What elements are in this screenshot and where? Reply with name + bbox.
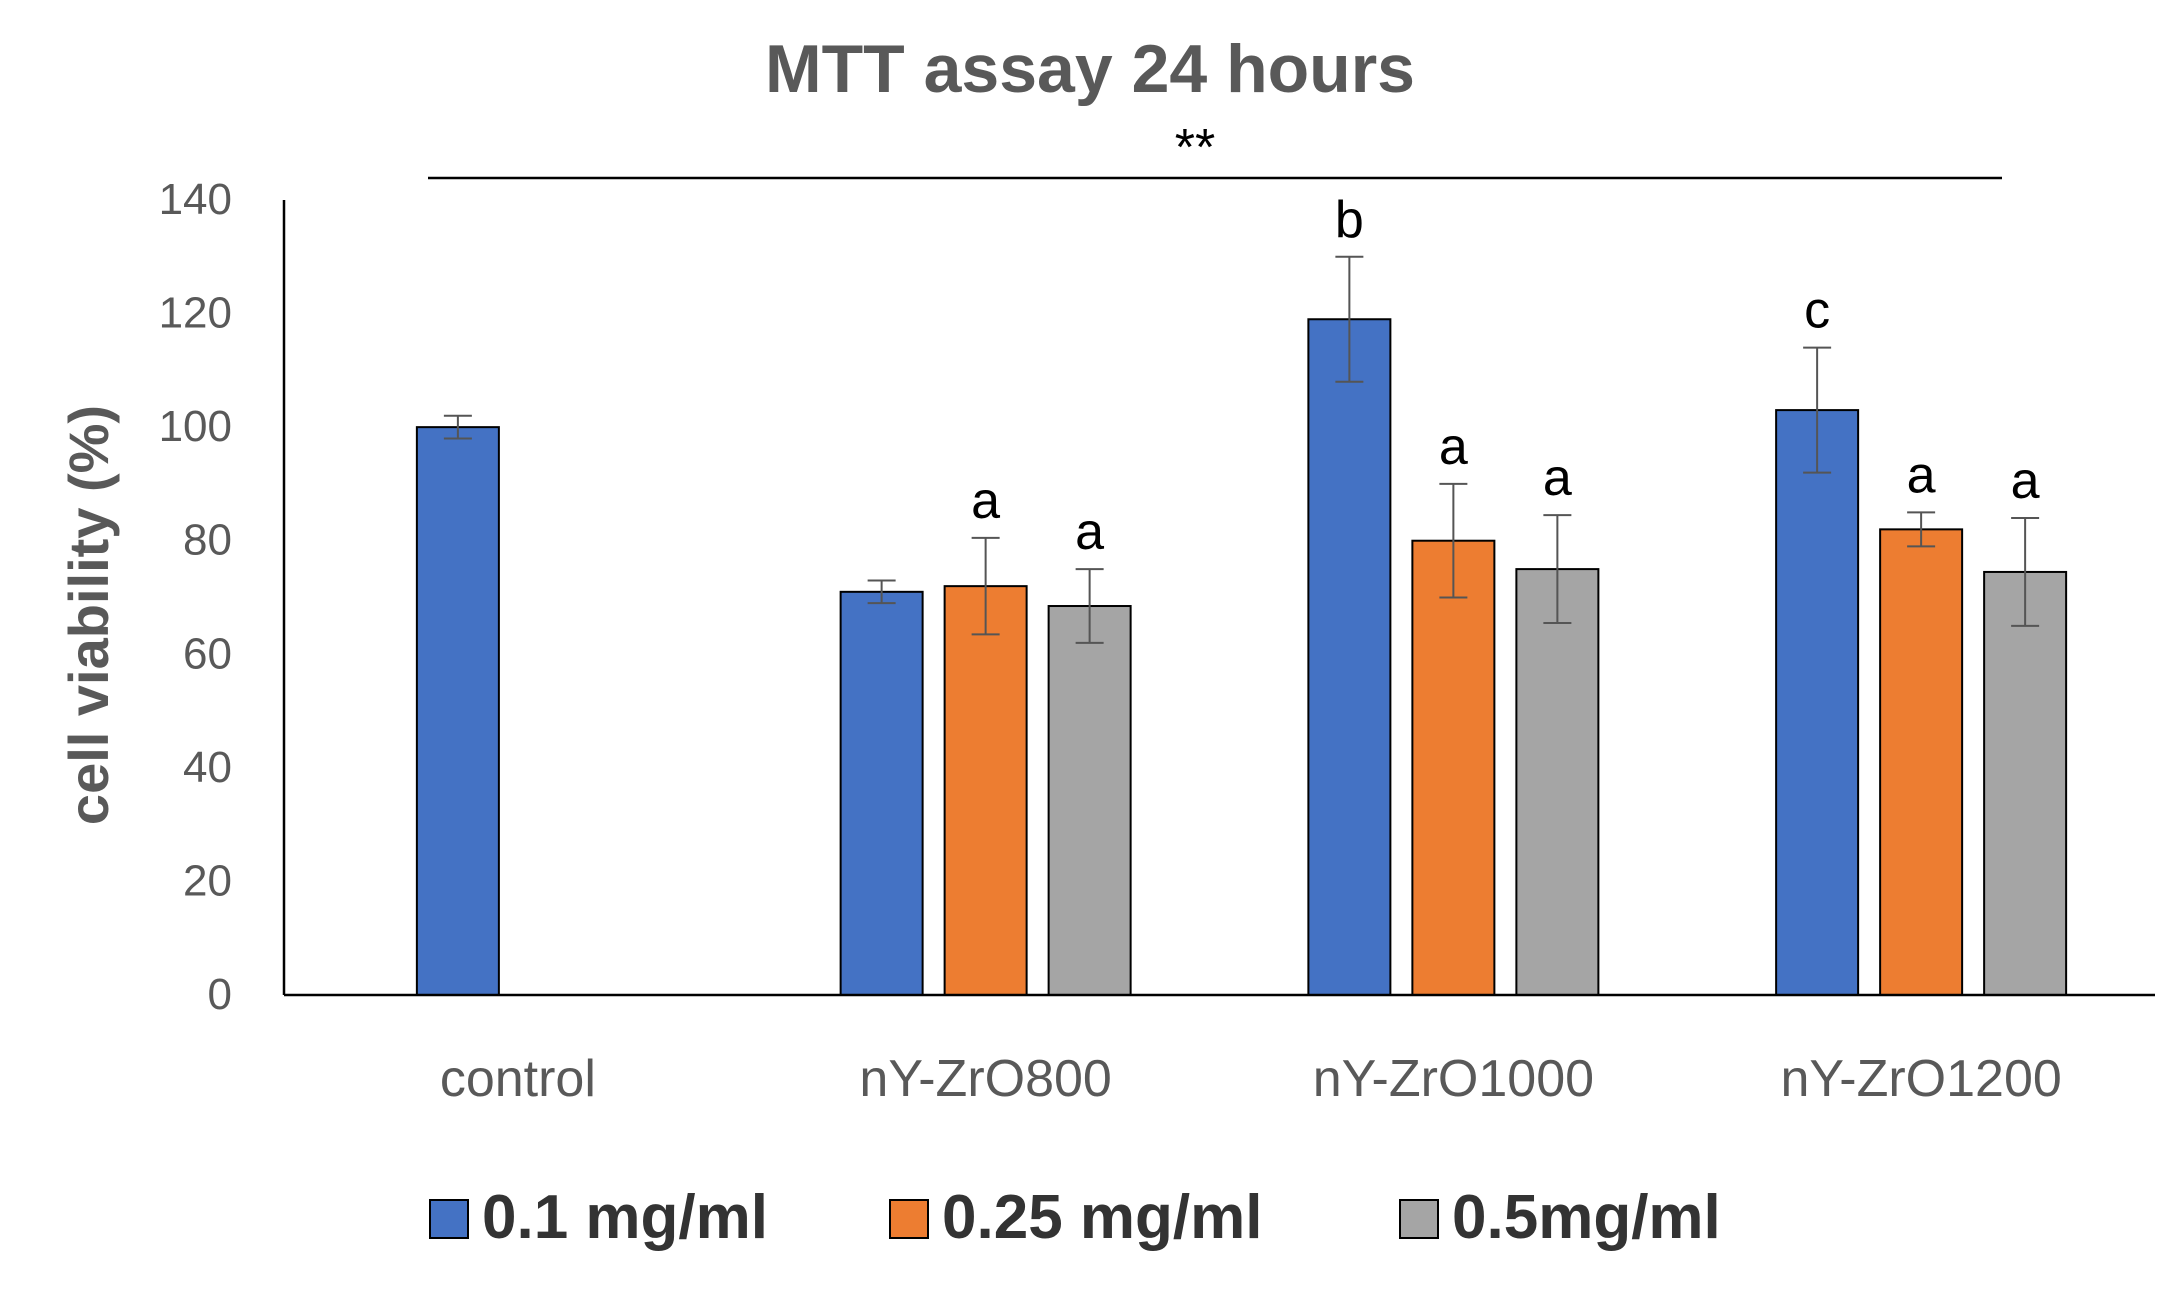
bar [1983,570,2068,996]
significance-letters: b c a a a a a a [971,191,2040,561]
significance-letter: c [1804,282,1830,340]
significance-label: ** [1175,119,1215,177]
bar [1515,568,1600,996]
significance-letter: a [1543,449,1572,507]
y-tick-label: 140 [159,175,232,224]
legend-swatch [889,1199,929,1239]
y-tick-label: 20 [183,856,232,905]
error-bar-group [443,255,2040,644]
bar [1775,409,1860,997]
y-tick-label: 60 [183,629,232,678]
legend-swatch [429,1199,469,1239]
significance-letter: b [1335,191,1364,249]
y-tick-label: 100 [159,402,232,451]
bar [1047,605,1132,997]
y-tick-label: 80 [183,516,232,565]
legend-label: 0.25 mg/ml [942,1183,1262,1252]
bar [839,590,924,996]
significance-letter: a [2011,452,2040,510]
x-tick-label: nY-ZrO1000 [1313,1050,1594,1108]
y-tick-label: 0 [208,970,232,1019]
legend: 0.1 mg/ml 0.25 mg/ml 0.5mg/ml [429,1183,1721,1252]
legend-label: 0.5mg/ml [1452,1183,1721,1252]
y-tick-label: 40 [183,743,232,792]
chart-title: MTT assay 24 hours [765,31,1415,107]
y-tick-label: 120 [159,289,232,338]
y-axis-ticks: 0 20 40 60 80 100 120 140 [159,175,232,1019]
bar [415,426,500,996]
significance-letter: a [1439,418,1468,476]
significance-letter: a [971,472,1000,530]
bar-group [415,318,2068,997]
y-axis-label: cell viability (%) [57,405,120,825]
x-tick-label: nY-ZrO800 [859,1050,1111,1108]
legend-label: 0.1 mg/ml [482,1183,768,1252]
significance-letter: a [1907,446,1936,504]
x-tick-label: control [440,1050,596,1108]
bar [1879,528,1964,996]
x-axis-tick-labels: control nY-ZrO800 nY-ZrO1000 nY-ZrO1200 [440,1050,2062,1108]
bar [1411,539,1496,996]
bar [943,585,1028,997]
significance-letter: a [1075,503,1104,561]
bar [1307,318,1392,996]
legend-swatch [1399,1199,1439,1239]
x-tick-label: nY-ZrO1200 [1780,1050,2061,1108]
